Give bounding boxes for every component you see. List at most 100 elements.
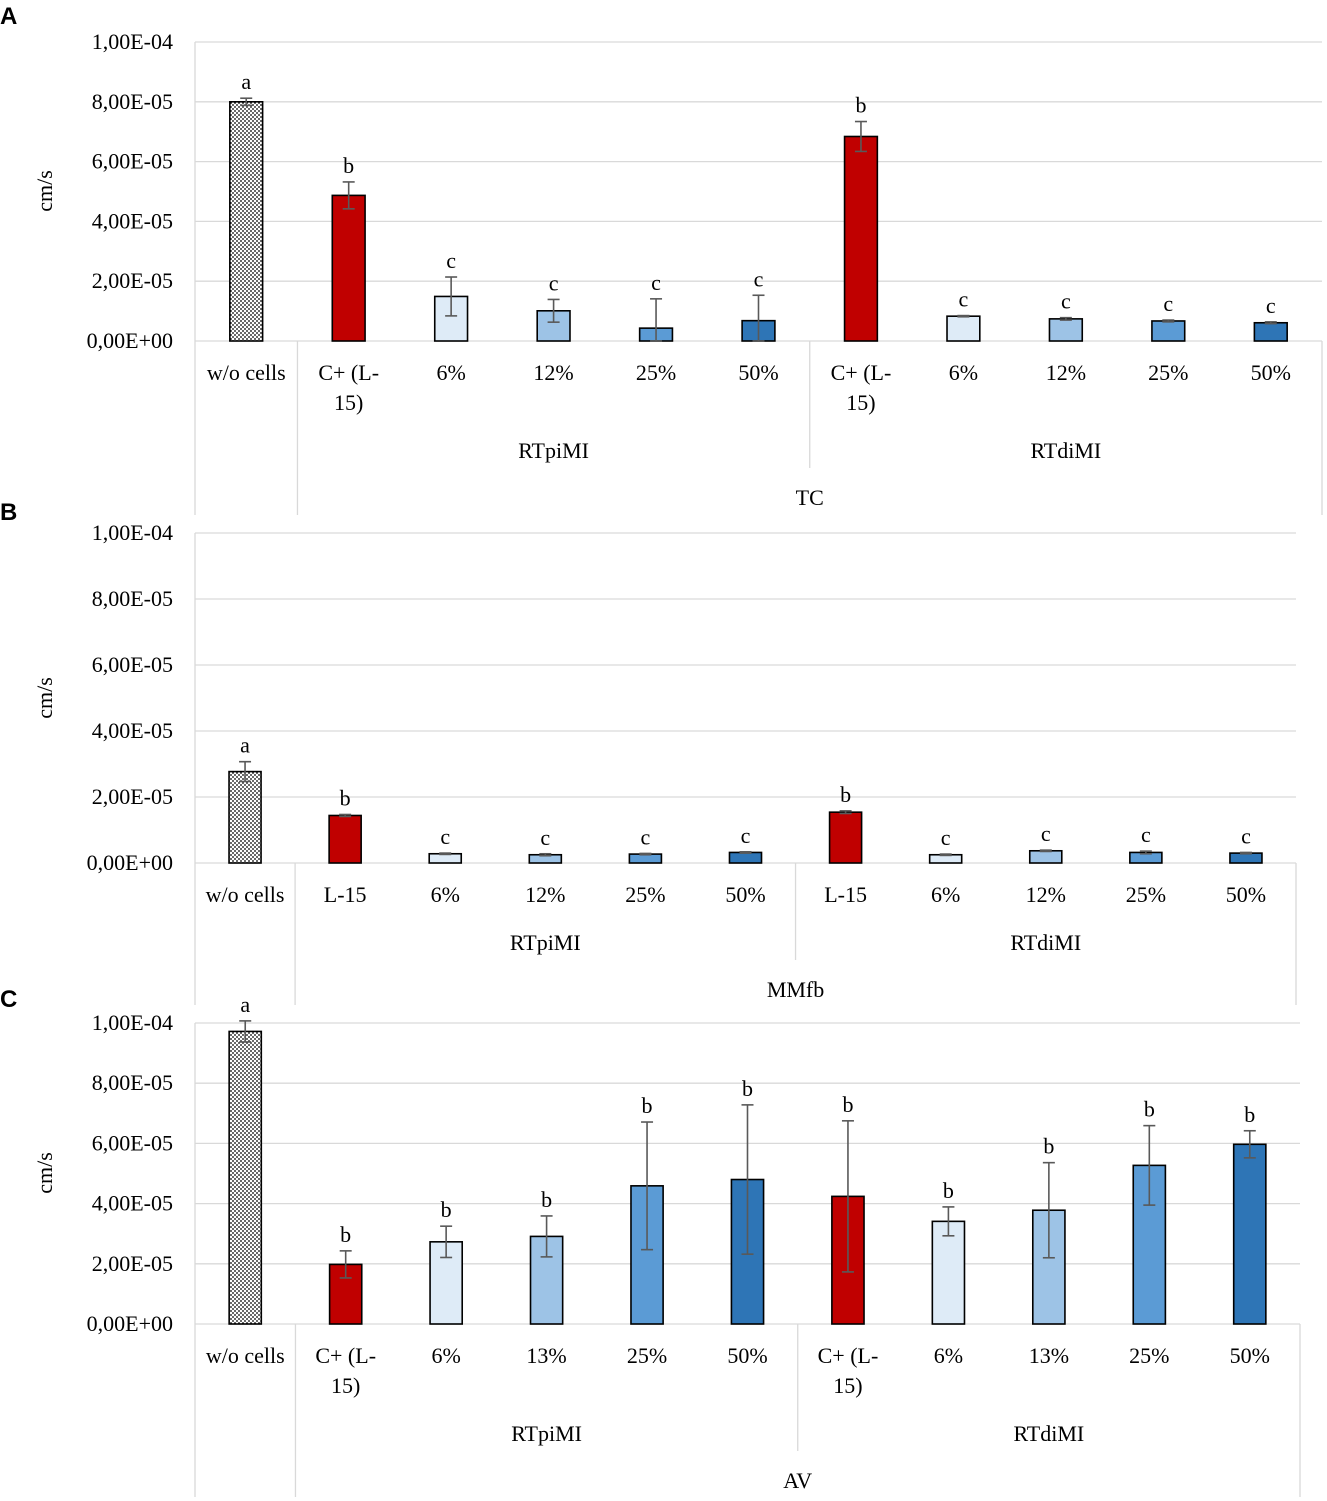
x-tick-label: 6% [431, 882, 460, 907]
bar [1253, 321, 1288, 342]
significance-label: b [340, 785, 351, 810]
x-tick-label: 12% [533, 360, 573, 385]
y-tick-label: 1,00E-04 [92, 1010, 173, 1035]
significance-label: c [1141, 822, 1151, 847]
y-tick-label: 8,00E-05 [92, 586, 173, 611]
panel-letter: B [0, 499, 17, 526]
y-tick-label: 4,00E-05 [92, 1191, 173, 1216]
x-tick-label: 13% [1029, 1343, 1069, 1368]
y-tick-label: 0,00E+00 [87, 1311, 173, 1336]
significance-label: b [840, 782, 851, 807]
significance-label: b [441, 1197, 452, 1222]
y-tick-label: 0,00E+00 [87, 328, 173, 353]
significance-label: c [1041, 821, 1051, 846]
bar [228, 770, 262, 864]
significance-label: a [241, 69, 251, 94]
significance-label: c [549, 270, 559, 295]
significance-label: b [541, 1187, 552, 1212]
y-tick-label: 2,00E-05 [92, 1251, 173, 1276]
bar [828, 811, 863, 864]
x-tick-label: 6% [949, 360, 978, 385]
panel-letter: C [0, 986, 17, 1013]
significance-label: b [742, 1076, 753, 1101]
x-tick-label: 25% [636, 360, 676, 385]
significance-label: b [943, 1178, 954, 1203]
x-tick-label: C+ (L-15) [831, 360, 892, 415]
significance-label: b [1144, 1097, 1155, 1122]
significance-label: c [1266, 293, 1276, 318]
bar [1048, 318, 1084, 342]
x-tick-label: 25% [1129, 1343, 1169, 1368]
bar [931, 1220, 966, 1325]
significance-label: a [240, 733, 250, 758]
significance-label: c [1241, 823, 1251, 848]
y-axis-label: cm/s [32, 1152, 57, 1194]
bar [843, 135, 879, 342]
y-tick-label: 6,00E-05 [92, 1130, 173, 1155]
x-tick-label: 50% [1226, 882, 1266, 907]
bar [229, 101, 264, 342]
supergroup-label: AV [783, 1468, 812, 1493]
x-tick-label: L-15 [824, 882, 867, 907]
y-axis-label: cm/s [32, 677, 57, 719]
y-tick-label: 4,00E-05 [92, 208, 173, 233]
panel-b: B 0,00E+00 2,00E-05 4,00E-05 6,00E-05 8,00E-0… [0, 499, 1297, 1005]
significance-label: b [842, 1092, 853, 1117]
x-tick-label: w/o cells [207, 360, 286, 385]
significance-label: c [941, 825, 951, 850]
x-tick-label: 6% [931, 882, 960, 907]
group-label: RTpiMI [511, 1421, 582, 1446]
significance-label: b [340, 1222, 351, 1247]
significance-label: b [642, 1093, 653, 1118]
x-tick-label: L-15 [324, 882, 367, 907]
significance-label: c [1061, 289, 1071, 314]
significance-label: b [1244, 1102, 1255, 1127]
bar [728, 851, 763, 864]
x-tick-label: 25% [1126, 882, 1166, 907]
x-tick-label: 6% [934, 1343, 963, 1368]
y-tick-label: 2,00E-05 [92, 784, 173, 809]
bar [946, 315, 981, 342]
bar [1229, 852, 1263, 864]
significance-label: c [651, 270, 661, 295]
y-tick-label: 8,00E-05 [92, 89, 173, 114]
significance-label: c [1163, 291, 1173, 316]
significance-label: c [754, 266, 764, 291]
significance-label: b [343, 153, 354, 178]
x-tick-label: C+ (L-15) [315, 1343, 376, 1398]
y-tick-label: 4,00E-05 [92, 718, 173, 743]
x-tick-label: w/o cells [206, 1343, 285, 1368]
x-tick-label: 25% [1148, 360, 1188, 385]
x-tick-label: C+ (L-15) [818, 1343, 879, 1398]
x-tick-label: 6% [431, 1343, 460, 1368]
y-axis-label: cm/s [32, 170, 57, 212]
significance-label: c [741, 823, 751, 848]
x-tick-label: 25% [625, 882, 665, 907]
y-tick-label: 8,00E-05 [92, 1070, 173, 1095]
significance-label: b [855, 93, 866, 118]
y-tick-label: 6,00E-05 [92, 149, 173, 174]
y-tick-label: 0,00E+00 [87, 850, 173, 875]
y-tick-label: 1,00E-04 [92, 520, 173, 545]
x-tick-label: w/o cells [206, 882, 285, 907]
y-tick-label: 1,00E-04 [92, 29, 173, 54]
x-tick-label: 12% [1026, 882, 1066, 907]
group-label: RTpiMI [518, 438, 589, 463]
x-tick-label: C+ (L-15) [318, 360, 379, 415]
x-tick-label: 13% [526, 1343, 566, 1368]
x-tick-label: 6% [436, 360, 465, 385]
significance-label: c [540, 825, 550, 850]
supergroup-label: MMfb [767, 977, 824, 1002]
x-tick-label: 12% [1046, 360, 1086, 385]
y-tick-label: 6,00E-05 [92, 652, 173, 677]
x-tick-label: 50% [727, 1343, 767, 1368]
significance-label: c [959, 287, 969, 312]
group-label: RTdiMI [1010, 930, 1081, 955]
bar [433, 295, 469, 342]
bar [331, 194, 366, 342]
significance-label: c [641, 824, 651, 849]
significance-label: b [1043, 1134, 1054, 1159]
bar [1232, 1143, 1267, 1325]
group-label: RTdiMI [1030, 438, 1101, 463]
